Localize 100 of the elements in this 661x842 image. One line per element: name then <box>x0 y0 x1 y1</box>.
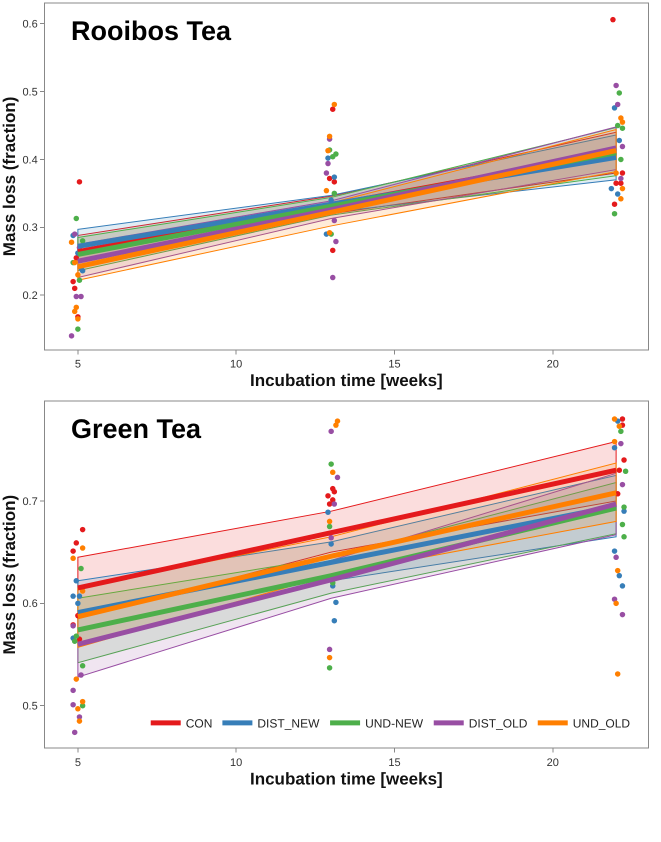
point <box>70 548 76 554</box>
point <box>612 548 618 554</box>
point <box>326 176 332 182</box>
point <box>330 154 336 160</box>
point <box>613 82 619 88</box>
point <box>613 554 619 560</box>
point <box>74 633 80 639</box>
point <box>614 671 620 677</box>
point <box>72 730 78 736</box>
point <box>75 706 81 712</box>
point <box>333 238 339 244</box>
point <box>612 444 618 450</box>
point <box>75 600 81 606</box>
point <box>620 144 626 150</box>
point <box>76 277 82 283</box>
point <box>325 493 331 499</box>
point <box>332 218 338 224</box>
point <box>620 119 626 125</box>
point <box>618 440 624 446</box>
point <box>621 504 627 510</box>
point <box>70 702 76 708</box>
point <box>620 416 626 422</box>
x-tick-label: 15 <box>388 756 401 769</box>
point <box>325 509 331 515</box>
point <box>613 170 619 176</box>
point <box>326 518 332 524</box>
point <box>614 568 620 574</box>
point <box>80 268 86 274</box>
point <box>80 698 86 704</box>
point <box>68 239 74 245</box>
y-axis-title: Mass loss (fraction) <box>0 96 19 256</box>
x-tick-label: 20 <box>546 358 559 371</box>
point <box>70 688 76 694</box>
point <box>614 102 620 108</box>
point <box>68 333 74 339</box>
point <box>612 201 618 207</box>
point <box>326 134 332 140</box>
point <box>324 170 330 176</box>
point <box>618 180 624 186</box>
point <box>616 572 622 578</box>
point <box>616 90 622 96</box>
point <box>78 566 84 572</box>
text: Rooibos Tea <box>71 16 232 46</box>
point <box>326 654 332 660</box>
point <box>610 16 616 22</box>
point <box>74 578 80 584</box>
point <box>325 160 331 166</box>
y-tick-label: 0.5 <box>22 700 38 713</box>
point <box>613 600 619 606</box>
point <box>80 238 86 244</box>
point <box>332 190 338 196</box>
point <box>326 524 332 530</box>
x-tick-label: 10 <box>230 358 242 371</box>
point <box>324 188 330 194</box>
point <box>620 186 626 192</box>
point <box>330 274 336 280</box>
point <box>608 186 614 192</box>
point <box>80 545 86 551</box>
y-tick-label: 0.7 <box>22 496 38 508</box>
legend-label: CON <box>186 716 212 730</box>
point <box>618 156 624 162</box>
point <box>330 106 336 112</box>
x-tick-label: 10 <box>230 756 242 769</box>
point <box>332 488 338 494</box>
point <box>621 457 627 463</box>
point <box>333 600 339 606</box>
point <box>620 583 626 589</box>
x-axis-title: Incubation time [weeks] <box>250 769 443 788</box>
point <box>75 326 81 332</box>
point <box>620 170 626 176</box>
point <box>620 482 626 488</box>
y-tick-label: 0.2 <box>22 290 38 302</box>
legend-label: DIST_OLD <box>468 716 528 730</box>
y-tick-label: 0.5 <box>22 86 38 98</box>
point <box>333 422 339 428</box>
point <box>613 180 619 186</box>
y-tick-label: 0.3 <box>22 222 38 234</box>
point <box>334 474 340 480</box>
point <box>70 593 76 599</box>
point <box>74 676 80 682</box>
point <box>614 122 620 128</box>
point <box>328 461 334 467</box>
point <box>326 646 332 652</box>
point <box>332 102 338 108</box>
point <box>618 428 624 434</box>
y-tick-label: 0.6 <box>22 598 38 610</box>
point <box>620 612 626 618</box>
point <box>621 534 627 540</box>
y-tick-label: 0.6 <box>22 18 38 31</box>
point <box>74 304 80 310</box>
point <box>330 248 336 254</box>
point <box>616 423 622 429</box>
point <box>80 663 86 669</box>
x-tick-label: 5 <box>74 756 81 769</box>
point <box>330 470 336 476</box>
x-axis-title: Incubation time [weeks] <box>250 371 443 390</box>
point <box>612 438 618 444</box>
x-tick-label: 20 <box>546 756 559 769</box>
x-tick-label: 15 <box>388 358 401 371</box>
point <box>618 196 624 202</box>
